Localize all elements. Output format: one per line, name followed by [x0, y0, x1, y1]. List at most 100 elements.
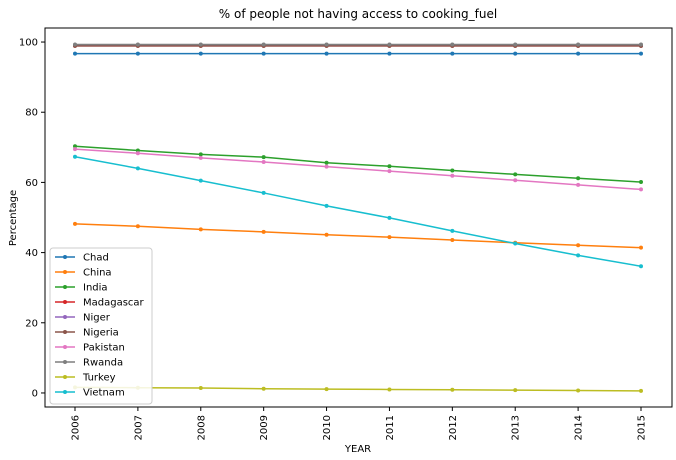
series-india — [73, 144, 643, 185]
legend-label: Pakistan — [83, 343, 125, 354]
data-point — [135, 224, 140, 229]
data-point — [73, 42, 77, 47]
data-point — [639, 264, 643, 269]
x-tick-label: 2008 — [196, 415, 207, 440]
data-point — [513, 241, 518, 246]
legend-marker — [63, 375, 67, 379]
x-tick-label: 2014 — [574, 415, 585, 440]
data-point — [387, 235, 392, 240]
data-point — [135, 166, 140, 171]
legend-label: India — [83, 283, 108, 294]
x-tick-label: 2015 — [637, 415, 648, 440]
data-point — [324, 51, 329, 56]
data-point — [324, 387, 329, 392]
data-point — [576, 42, 581, 47]
data-point — [387, 42, 392, 47]
x-axis-label: YEAR — [344, 444, 371, 455]
data-point — [387, 215, 392, 220]
series-line — [74, 145, 642, 183]
legend-label: Rwanda — [83, 358, 123, 369]
y-axis-label: Percentage — [8, 190, 19, 246]
series-line — [74, 386, 642, 392]
data-point — [73, 147, 77, 152]
legend: Chad China India Madagascar Niger Nigeria Paki… — [49, 247, 153, 405]
data-point — [513, 42, 518, 47]
series-pakistan — [73, 147, 643, 192]
data-point — [576, 243, 581, 248]
legend-item: India — [55, 283, 108, 294]
data-point — [450, 237, 455, 242]
data-point — [198, 386, 203, 391]
data-point — [198, 227, 203, 232]
x-tick-label: 2011 — [385, 415, 396, 440]
legend-label: China — [83, 268, 112, 279]
legend-item: Nigeria — [55, 328, 119, 339]
data-point — [639, 51, 643, 56]
series-rwanda — [73, 42, 643, 47]
data-point — [261, 42, 266, 47]
data-point — [576, 182, 581, 187]
data-point — [513, 172, 518, 177]
series-line — [74, 223, 642, 249]
x-tick-label: 2010 — [322, 415, 333, 440]
series-line — [74, 148, 642, 191]
data-point — [135, 42, 140, 47]
data-point — [387, 164, 392, 169]
y-axis: 0 20 40 60 80 100 — [19, 38, 45, 399]
data-point — [324, 160, 329, 165]
x-tick-label: 2007 — [133, 415, 144, 440]
chart-title: % of people not having access to cooking… — [219, 7, 497, 21]
data-point — [576, 388, 581, 393]
x-tick-label: 2012 — [448, 415, 459, 440]
data-point — [324, 42, 329, 47]
legend-item: Pakistan — [55, 343, 125, 354]
legend-item: Rwanda — [55, 358, 123, 369]
data-point — [387, 51, 392, 56]
legend-marker — [63, 390, 67, 394]
data-point — [324, 203, 329, 208]
legend-item: Vietnam — [55, 388, 125, 399]
legend-marker — [63, 345, 67, 349]
legend-item: Niger — [55, 313, 111, 324]
data-point — [135, 151, 140, 156]
x-tick-label: 2009 — [259, 415, 270, 440]
y-tick-label: 100 — [19, 38, 38, 49]
data-point — [639, 42, 643, 47]
legend-box — [49, 247, 153, 405]
legend-marker — [63, 330, 67, 334]
data-point — [639, 245, 643, 250]
data-point — [198, 42, 203, 47]
data-point — [198, 152, 203, 157]
data-point — [450, 42, 455, 47]
x-tick-label: 2013 — [511, 415, 522, 440]
data-point — [576, 253, 581, 258]
data-point — [261, 51, 266, 56]
data-point — [576, 51, 581, 56]
legend-label: Chad — [83, 253, 109, 264]
legend-item: Madagascar — [55, 298, 145, 309]
data-point — [135, 51, 140, 56]
x-tick-label: 2006 — [71, 415, 82, 440]
data-point — [73, 144, 77, 149]
legend-item: Chad — [55, 253, 109, 264]
data-point — [513, 388, 518, 393]
data-point — [73, 221, 77, 226]
y-tick-label: 80 — [25, 108, 38, 119]
data-point — [198, 155, 203, 160]
data-point — [450, 173, 455, 178]
data-point — [324, 164, 329, 169]
data-point — [450, 387, 455, 392]
data-point — [387, 387, 392, 392]
data-point — [576, 176, 581, 181]
data-point — [135, 148, 140, 153]
legend-marker — [63, 285, 67, 289]
series-layer — [73, 42, 643, 393]
data-point — [198, 51, 203, 56]
legend-item: China — [55, 268, 112, 279]
legend-item: Turkey — [55, 373, 116, 384]
series-vietnam — [73, 154, 643, 269]
legend-marker — [63, 270, 67, 274]
data-point — [639, 180, 643, 185]
plot-area — [44, 27, 673, 408]
legend-label: Madagascar — [83, 298, 145, 309]
